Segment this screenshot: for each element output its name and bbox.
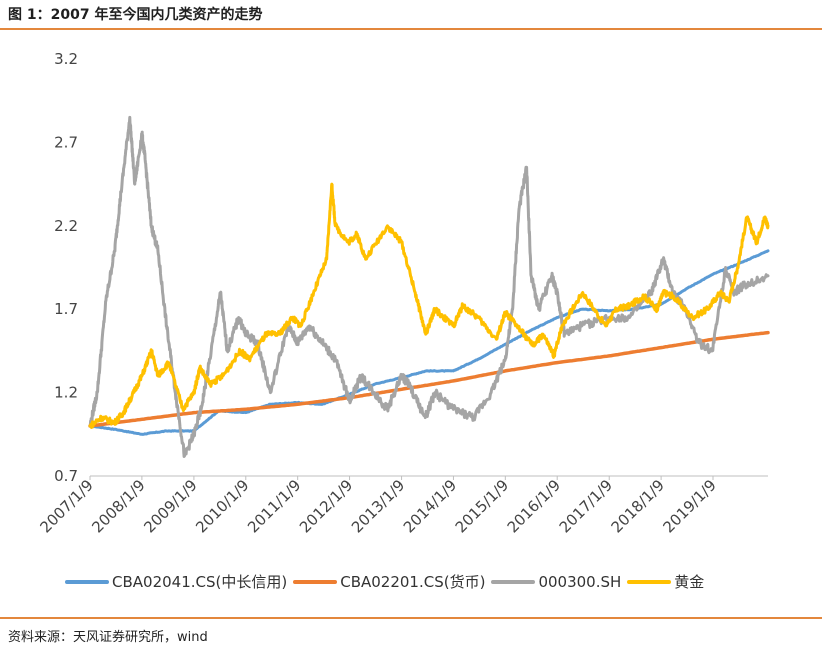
legend-item: CBA02041.CS(中长信用) (65, 571, 287, 592)
series-line (88, 182, 770, 429)
legend-swatch (627, 579, 672, 584)
title-divider (0, 28, 822, 30)
series-line (88, 330, 770, 428)
legend-item: 000300.SH (491, 573, 621, 591)
y-tick-label: 1.7 (54, 300, 78, 318)
x-tick-label: 2016/1/9 (504, 476, 564, 536)
chart-legend: CBA02041.CS(中长信用) CBA02201.CS(货币) 000300.S… (65, 571, 710, 592)
legend-label: 黄金 (674, 573, 705, 591)
x-tick-label: 2008/1/9 (88, 476, 148, 536)
x-tick-label: 2013/1/9 (348, 476, 408, 536)
chart-title: 图 1：2007 年至今国内几类资产的走势 (8, 7, 263, 23)
legend-swatch (293, 579, 338, 584)
legend-item: 黄金 (627, 571, 704, 592)
y-tick-label: 1.2 (54, 384, 78, 402)
legend-label: CBA02201.CS(货币) (340, 573, 486, 591)
legend-swatch (491, 579, 536, 584)
x-tick-label: 2018/1/9 (608, 476, 668, 536)
legend-label: 000300.SH (538, 572, 622, 591)
line-chart: 0.7 1.2 1.7 2.2 2.7 3.2 2007/1/92008/1/92009/1… (36, 50, 770, 536)
x-tick-label: 2015/1/9 (452, 476, 512, 536)
x-tick-label: 2014/1/9 (400, 476, 460, 536)
y-tick-label: 2.2 (54, 217, 78, 235)
x-tick-label: 2007/1/9 (36, 476, 96, 536)
x-tick-label: 2009/1/9 (140, 476, 200, 536)
x-tick-label: 2012/1/9 (296, 476, 356, 536)
legend-label: CBA02041.CS(中长信用) (112, 573, 288, 591)
legend-swatch (65, 579, 109, 584)
x-tick-label: 2019/1/9 (659, 476, 719, 536)
footer-divider (0, 617, 822, 619)
legend-item: CBA02201.CS(货币) (293, 571, 485, 592)
y-tick-label: 0.7 (54, 467, 78, 485)
series-line (88, 115, 770, 458)
x-tick-label: 2011/1/9 (244, 476, 304, 536)
y-tick-label: 2.7 (54, 133, 78, 151)
x-tick-label: 2010/1/9 (192, 476, 252, 536)
y-tick-label: 3.2 (54, 50, 78, 68)
x-tick-label: 2017/1/9 (556, 476, 616, 536)
source-note: 资料来源：天风证券研究所，wind (8, 630, 208, 645)
